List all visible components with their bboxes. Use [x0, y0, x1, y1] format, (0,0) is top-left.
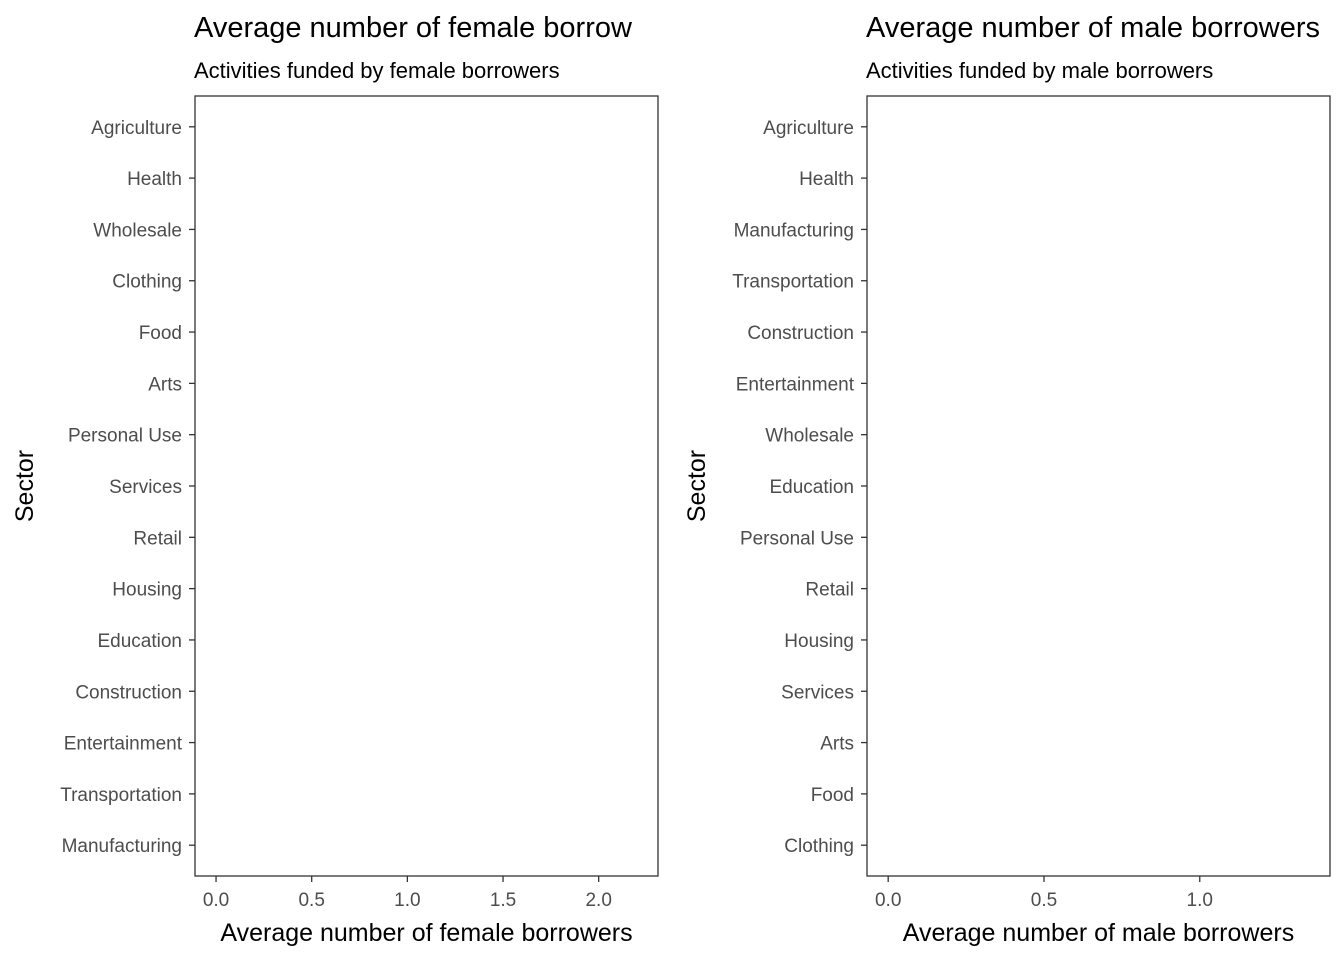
chart-subtitle: Activities funded by male borrowers [866, 58, 1213, 83]
y-tick-label: Arts [820, 734, 854, 755]
female-borrowers-chart: Average number of female borrow Activiti… [11, 12, 659, 947]
y-tick-label: Entertainment [736, 374, 855, 395]
y-axis-title: Sector [11, 450, 39, 522]
y-tick-label: Manufacturing [62, 836, 182, 857]
y-tick-label: Transportation [60, 785, 182, 806]
y-tick-label: Construction [747, 323, 854, 344]
x-axis-title: Average number of female borrowers [220, 919, 632, 947]
y-tick-label: Health [799, 169, 854, 190]
y-tick-label: Manufacturing [734, 220, 854, 241]
y-axis-title: Sector [683, 450, 711, 522]
x-tick-label: 2.0 [585, 890, 611, 911]
chart-subtitle: Activities funded by female borrowers [194, 58, 560, 83]
y-tick-label: Services [781, 682, 854, 703]
x-axis-title: Average number of male borrowers [903, 919, 1294, 947]
y-tick-label: Services [109, 477, 182, 498]
y-tick-label: Entertainment [64, 734, 183, 755]
y-tick-label: Agriculture [91, 118, 182, 139]
y-tick-label: Education [97, 631, 182, 652]
y-tick-label: Food [811, 785, 854, 806]
plot-border [866, 95, 1331, 877]
y-tick-label: Health [127, 169, 182, 190]
y-tick-label: Arts [148, 374, 182, 395]
y-tick-label: Housing [112, 580, 182, 601]
x-tick-label: 1.0 [1187, 890, 1213, 911]
y-tick-label: Retail [133, 528, 182, 549]
x-tick-label: 1.5 [490, 890, 516, 911]
male-borrowers-chart: Average number of male borrowers Activit… [683, 12, 1331, 947]
y-tick-label: Clothing [112, 272, 182, 293]
chart-title: Average number of female borrow [194, 12, 633, 44]
y-tick-label: Agriculture [763, 118, 854, 139]
y-tick-label: Housing [784, 631, 854, 652]
x-tick-label: 0.5 [1031, 890, 1057, 911]
y-tick-label: Education [769, 477, 854, 498]
x-tick-label: 0.0 [203, 890, 229, 911]
y-tick-label: Transportation [732, 272, 854, 293]
x-tick-label: 0.0 [875, 890, 901, 911]
y-tick-label: Construction [75, 682, 182, 703]
x-tick-label: 1.0 [394, 890, 420, 911]
y-tick-label: Wholesale [93, 220, 182, 241]
chart-title: Average number of male borrowers [866, 12, 1320, 44]
y-tick-label: Wholesale [765, 426, 854, 447]
y-tick-label: Retail [805, 580, 854, 601]
y-tick-label: Clothing [784, 836, 854, 857]
y-tick-label: Food [139, 323, 182, 344]
y-tick-label: Personal Use [68, 426, 182, 447]
x-tick-label: 0.5 [298, 890, 324, 911]
plot-border [194, 95, 659, 877]
y-tick-label: Personal Use [740, 528, 854, 549]
